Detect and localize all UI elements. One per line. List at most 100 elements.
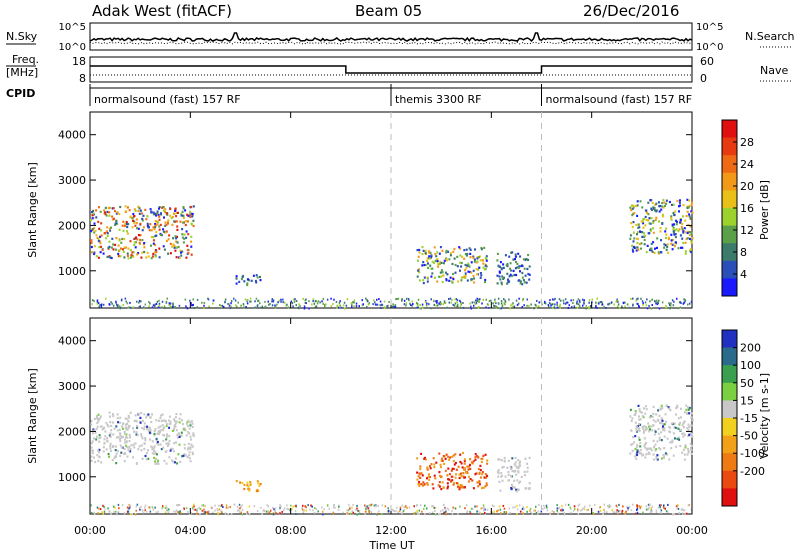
clutter-cell [523, 304, 525, 307]
power-colorbar-label: Power [dB] [758, 180, 771, 240]
data-cell [466, 252, 469, 256]
clutter-cell [618, 307, 621, 309]
data-cell [156, 442, 159, 445]
clutter-cell [196, 512, 198, 515]
data-cell [173, 423, 176, 427]
clutter-cell [476, 510, 478, 513]
data-cell [150, 244, 152, 247]
data-cell [113, 457, 116, 460]
colorbar-tick-label: 15 [740, 394, 754, 407]
data-cell [168, 439, 171, 443]
data-cell [467, 480, 470, 483]
clutter-cell [144, 509, 146, 512]
data-cell [183, 453, 186, 456]
data-cell [464, 253, 467, 256]
data-cell [670, 216, 673, 219]
data-cell [256, 276, 259, 279]
data-cell [443, 259, 446, 262]
data-cell [648, 222, 651, 225]
clutter-cell [291, 507, 293, 510]
clutter-cell [278, 299, 281, 302]
data-cell [661, 427, 664, 430]
clutter-cell [97, 302, 100, 305]
data-cell [179, 249, 182, 252]
data-cell [185, 236, 188, 239]
data-cell [469, 270, 472, 274]
data-cell [688, 237, 691, 240]
data-cell [506, 466, 509, 469]
data-cell [257, 489, 260, 492]
data-cell [454, 476, 457, 479]
data-cell [140, 433, 143, 436]
data-cell [154, 212, 156, 215]
data-cell [140, 212, 143, 215]
data-cell [666, 437, 669, 440]
data-cell [152, 242, 155, 245]
data-cell [630, 419, 633, 422]
data-cell [686, 210, 689, 213]
data-cell [644, 215, 647, 219]
data-cell [649, 428, 651, 431]
clutter-cell [439, 301, 442, 304]
clutter-cell [102, 504, 104, 507]
data-cell [91, 449, 94, 452]
clutter-cell [94, 513, 96, 516]
clutter-cell [512, 302, 514, 305]
data-cell [514, 258, 516, 261]
data-cell [431, 260, 434, 263]
data-cell [468, 465, 471, 468]
clutter-cell [154, 305, 156, 308]
clutter-cell [391, 508, 394, 511]
data-cell [136, 253, 139, 256]
clutter-cell [202, 504, 204, 506]
clutter-cell [228, 304, 231, 307]
data-cell [655, 216, 658, 219]
clutter-cell [535, 305, 538, 307]
clutter-cell [552, 303, 554, 306]
data-cell [631, 207, 634, 210]
data-cell [125, 223, 128, 226]
clutter-cell [662, 506, 665, 509]
clutter-cell [100, 305, 103, 308]
data-cell [171, 459, 174, 462]
freq-left-top-tick: 18 [72, 55, 86, 68]
data-cell [109, 442, 112, 445]
data-cell [688, 406, 691, 410]
data-cell [662, 425, 664, 428]
data-cell [653, 251, 656, 254]
data-cell [456, 485, 459, 488]
clutter-cell [322, 297, 325, 300]
data-cell [465, 267, 468, 270]
data-cell [106, 255, 109, 258]
data-cell [476, 260, 479, 263]
clutter-cell [381, 303, 383, 306]
data-cell [160, 212, 162, 215]
noise-search-line [89, 41, 693, 45]
data-cell [422, 282, 425, 285]
colorbar-swatch [722, 208, 737, 226]
clutter-cell [386, 305, 388, 308]
data-cell [126, 254, 129, 257]
clutter-cell [578, 503, 581, 506]
data-cell [187, 214, 190, 217]
clutter-cell [648, 506, 650, 509]
clutter-cell [356, 504, 358, 507]
data-cell [445, 271, 447, 274]
data-cell [453, 247, 456, 251]
clutter-cell [287, 508, 289, 511]
data-cell [485, 259, 488, 262]
clutter-cell [90, 504, 92, 507]
clutter-cell [589, 305, 592, 307]
data-cell [477, 456, 480, 459]
clutter-cell [236, 505, 239, 508]
clutter-cell [279, 503, 281, 506]
colorbar-swatch [722, 278, 737, 297]
y-tick-label: 4000 [58, 129, 86, 142]
clutter-cell [364, 513, 366, 516]
data-cell [173, 425, 176, 428]
clutter-cell [431, 505, 433, 508]
data-cell [442, 455, 445, 458]
data-cell [94, 229, 97, 233]
data-cell [176, 235, 178, 238]
data-cell [184, 223, 187, 227]
